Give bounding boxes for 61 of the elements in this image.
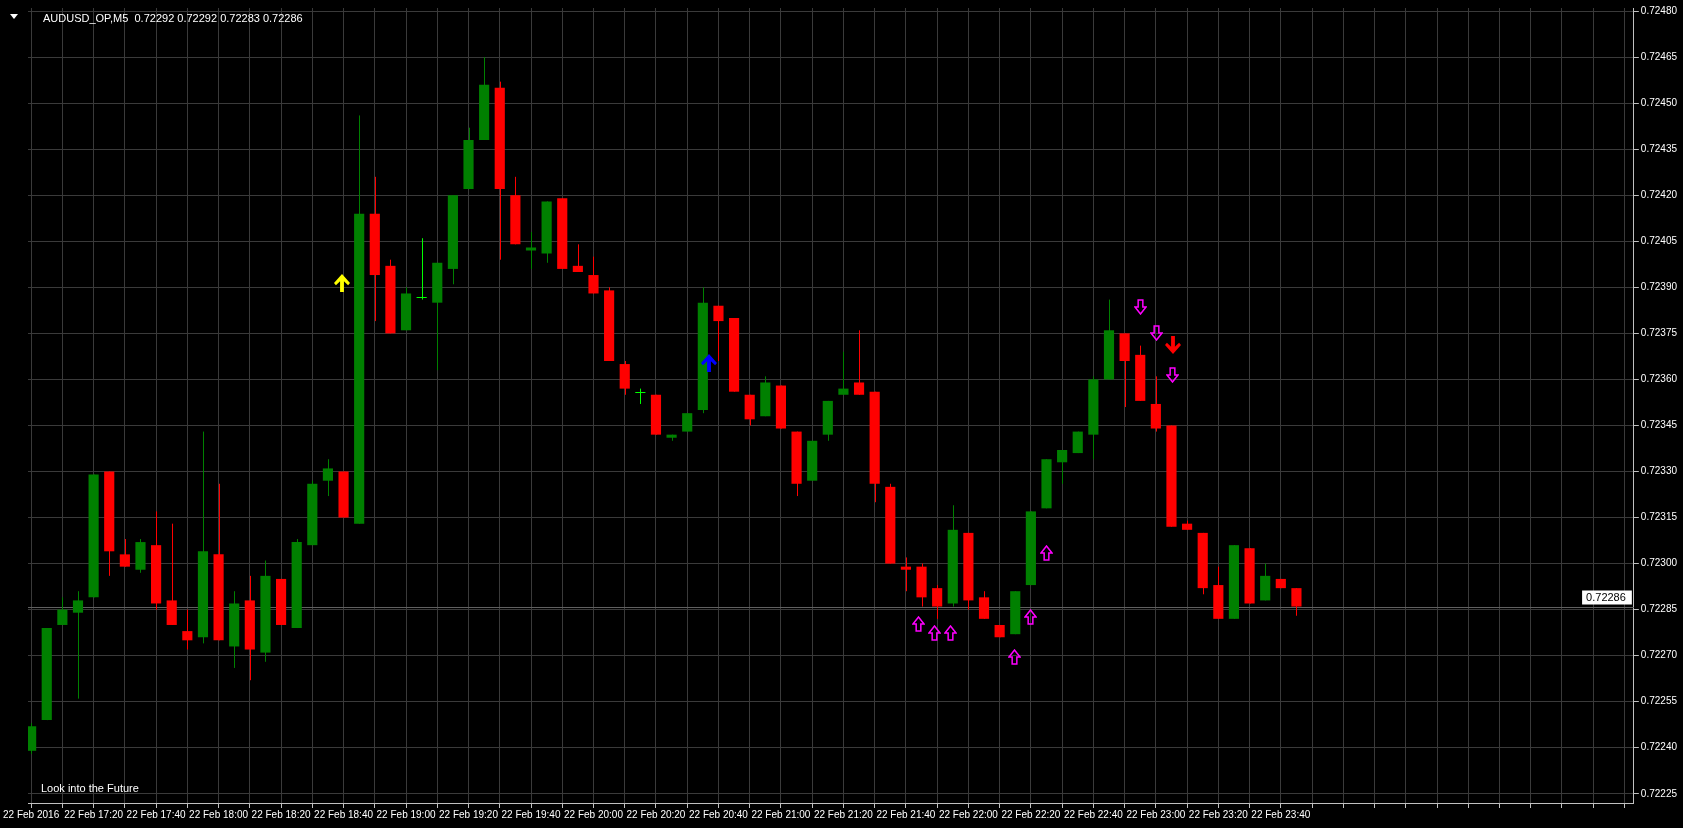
x-tick-label: 22 Feb 19:40: [501, 808, 561, 820]
candlestick: [978, 590, 990, 620]
candlestick: [1057, 449, 1068, 485]
x-tick-label: 22 Feb 18:20: [251, 808, 311, 820]
y-tick-label: 0.72435: [1640, 142, 1678, 154]
x-tick-label: 22 Feb 22:00: [938, 808, 999, 820]
y-tick-label: 0.72420: [1640, 188, 1678, 200]
x-tick-label: 22 Feb 23:20: [1188, 808, 1249, 820]
x-tick-label: 22 Feb 17:40: [126, 808, 186, 820]
x-tick-label: 22 Feb 22:20: [1001, 808, 1061, 820]
y-tick-label: 0.72345: [1640, 419, 1678, 431]
ref-line-label: 0.72286: [1586, 590, 1626, 603]
x-tick-label: 22 Feb 21:00: [751, 808, 811, 820]
candlestick: [932, 584, 943, 620]
y-tick-label: 0.72225: [1640, 787, 1678, 799]
y-tick-label: 0.72300: [1640, 557, 1678, 569]
candlestick: [57, 596, 68, 626]
candlestick: [1291, 587, 1302, 617]
candlestick: [322, 458, 333, 497]
y-tick-label: 0.72390: [1640, 281, 1678, 293]
x-tick-label: 22 Feb 19:20: [439, 808, 499, 820]
x-tick-label: 22 Feb 20:40: [688, 808, 749, 820]
candlestick: [900, 556, 911, 592]
candlestick: [634, 388, 646, 405]
y-tick-label: 0.72405: [1640, 235, 1678, 247]
x-tick-label: 22 Feb 23:40: [1251, 808, 1311, 820]
candlestick: [119, 538, 130, 568]
y-tick-label: 0.72315: [1640, 511, 1678, 523]
x-tick-label: 22 Feb 17:20: [64, 808, 124, 820]
x-tick-label: 22 Feb 19:00: [376, 808, 436, 820]
x-tick-label: 22 Feb 21:20: [813, 808, 874, 820]
x-tick-label: 22 Feb 20:20: [626, 808, 686, 820]
x-tick-label: 22 Feb 18:00: [189, 808, 249, 820]
x-tick-label: 22 Feb 23:00: [1126, 808, 1186, 820]
x-tick-label: 22 Feb 22:40: [1063, 808, 1124, 820]
y-tick-label: 0.72330: [1640, 465, 1678, 477]
candlestick: [416, 237, 428, 301]
x-tick-label: 22 Feb 2016: [3, 808, 60, 820]
y-tick-label: 0.72480: [1640, 4, 1678, 16]
candlestick: [838, 351, 849, 396]
candlestick: [853, 329, 865, 396]
x-tick-label: 22 Feb 20:00: [564, 808, 624, 820]
y-tick-label: 0.72285: [1640, 603, 1678, 615]
y-tick-label: 0.72270: [1640, 649, 1678, 661]
annotation: Look into the Future: [41, 782, 139, 795]
y-tick-label: 0.72255: [1640, 695, 1678, 707]
candlestick: [572, 243, 583, 273]
y-tick-label: 0.72465: [1640, 50, 1678, 62]
y-tick-label: 0.72450: [1640, 96, 1678, 108]
chart-title: AUDUSD_OP,M5 0.72292 0.72292 0.72283 0.72286: [43, 12, 303, 25]
candlestick: [682, 412, 693, 433]
candlestick: [72, 590, 84, 700]
x-tick-label: 22 Feb 18:40: [314, 808, 374, 820]
y-tick-label: 0.72240: [1640, 741, 1678, 753]
candlestick: [588, 256, 599, 294]
x-tick-label: 22 Feb 21:40: [876, 808, 936, 820]
candlestick: [713, 305, 724, 362]
y-tick-label: 0.72375: [1640, 327, 1678, 339]
candlestick: [525, 231, 537, 270]
y-tick-label: 0.72360: [1640, 373, 1678, 385]
candlestick: [182, 609, 193, 651]
